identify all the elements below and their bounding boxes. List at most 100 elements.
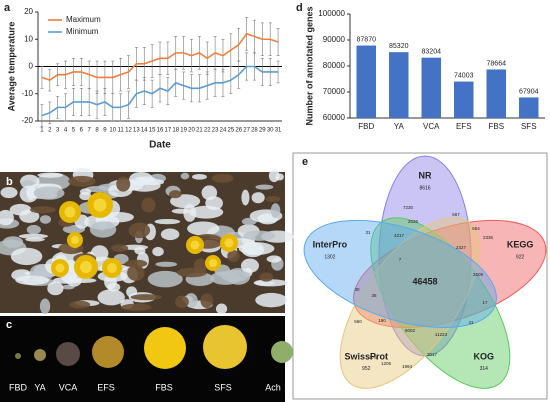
snow <box>187 221 220 236</box>
snow <box>89 221 117 238</box>
snow <box>10 247 43 266</box>
x-axis-label: Date <box>149 140 171 151</box>
y-axis-label: Number of annotated genes <box>304 6 314 125</box>
snow <box>154 218 181 225</box>
value-label: 87870 <box>357 36 377 43</box>
snow <box>152 246 164 257</box>
series-line <box>41 32 279 82</box>
venn-set-name: KEGG <box>507 239 534 249</box>
leaf <box>200 293 214 308</box>
x-tick-label: 15 <box>149 128 156 134</box>
snow <box>266 255 282 263</box>
venn-region: 1994 <box>402 364 413 369</box>
venn-region: 31 <box>365 230 371 235</box>
x-tick-label: 21 <box>196 128 203 134</box>
venn-set-count: 1302 <box>324 254 335 260</box>
specimen <box>92 336 124 368</box>
venn-set <box>339 217 480 389</box>
venn-region: 2336 <box>483 235 494 240</box>
x-tick-label: 1 <box>40 128 44 134</box>
x-tick-label: 23 <box>212 128 219 134</box>
flower-center <box>224 238 234 248</box>
snow <box>2 236 24 248</box>
leaf <box>68 175 96 187</box>
leaf <box>141 197 156 213</box>
venn-region: 8002 <box>405 328 416 333</box>
snow <box>268 169 280 183</box>
venn-region: 36 <box>371 293 377 298</box>
snow <box>160 228 180 241</box>
snow <box>26 224 41 235</box>
value-label: 78664 <box>487 60 507 67</box>
venn-region: 664 <box>472 226 480 231</box>
snow <box>0 209 14 226</box>
bar <box>454 81 474 118</box>
snow <box>0 187 18 199</box>
snow <box>255 184 274 190</box>
venn-region: 1205 <box>381 361 392 366</box>
venn-set-count: 922 <box>516 254 525 260</box>
snow <box>39 298 51 315</box>
x-tick-label: FBD <box>358 122 374 131</box>
x-tick-label: 19 <box>180 128 187 134</box>
stage-label: FBS <box>155 382 173 392</box>
panel-label: c <box>6 319 12 331</box>
photo-content <box>0 167 294 369</box>
leaf <box>211 173 234 183</box>
snow <box>79 191 92 201</box>
x-tick-label: 27 <box>243 128 250 134</box>
y-tick-label: 10 <box>24 34 33 43</box>
y-tick-label: 70000 <box>323 87 346 96</box>
leaf <box>29 206 56 214</box>
venn-set-name: InterPro <box>313 239 348 249</box>
snow <box>147 270 183 288</box>
flower-center <box>209 259 217 267</box>
snow <box>18 233 48 239</box>
leaf <box>69 300 91 309</box>
y-tick-label: -20 <box>21 116 33 125</box>
bar <box>356 45 376 119</box>
x-tick-label: 7 <box>87 128 91 134</box>
stage-label: YA <box>34 382 45 392</box>
venn-region: 41 <box>468 320 474 325</box>
x-tick-label: 30 <box>267 128 274 134</box>
venn-region: 190 <box>378 318 386 323</box>
venn-region: 2036 <box>408 219 419 224</box>
snow <box>126 286 138 298</box>
x-tick-label: 16 <box>157 128 164 134</box>
legend-label: Maximum <box>66 15 101 24</box>
y-tick-label: 80000 <box>323 61 346 70</box>
stage-label: Ach <box>265 382 281 392</box>
venn-region: 560 <box>354 319 362 324</box>
snow <box>155 261 178 267</box>
flower-center <box>55 263 65 273</box>
x-tick-label: 17 <box>165 128 172 134</box>
x-tick-label: 29 <box>259 128 266 134</box>
value-label: 74003 <box>454 72 474 79</box>
venn-region: 3017 <box>427 352 438 357</box>
venn-center: 46458 <box>412 276 437 286</box>
snow <box>210 271 241 285</box>
x-tick-label: 13 <box>133 128 140 134</box>
x-tick-label: YA <box>394 122 405 131</box>
venn-region: 2327 <box>456 245 467 250</box>
specimen <box>34 349 46 361</box>
value-label: 85320 <box>389 43 409 50</box>
snow <box>251 192 265 204</box>
x-tick-label: 12 <box>125 128 132 134</box>
venn-set <box>303 219 497 329</box>
snow <box>253 279 288 287</box>
x-tick-label: 3 <box>56 128 60 134</box>
flower-center <box>190 240 200 250</box>
x-tick-label: 11 <box>118 128 125 134</box>
stage-label: VCA <box>59 382 78 392</box>
x-tick-label: 25 <box>227 128 234 134</box>
leaf <box>121 303 152 311</box>
leaf <box>128 222 151 239</box>
venn-set-count: 952 <box>362 366 371 372</box>
leaf <box>176 267 208 278</box>
venn-frame <box>292 152 548 400</box>
x-tick-label: 20 <box>188 128 195 134</box>
bar <box>486 69 506 118</box>
